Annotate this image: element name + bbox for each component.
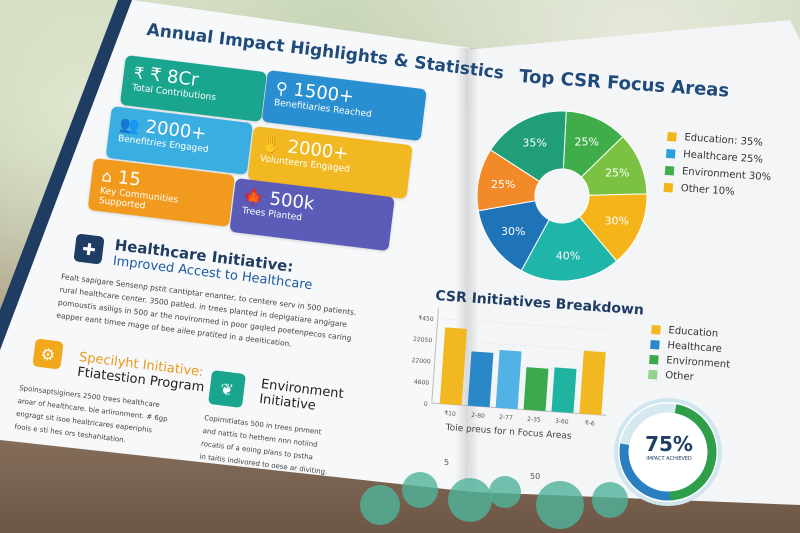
tree-illustration — [489, 476, 521, 508]
legend-swatch — [665, 148, 676, 159]
x-tick-label: 2-35 — [527, 416, 541, 424]
tree-illustration — [402, 472, 438, 508]
pie-slice-label: 30% — [501, 225, 525, 238]
footer-number: 50 — [530, 472, 541, 481]
legend-swatch — [651, 324, 661, 335]
pie-slice — [520, 215, 618, 282]
pie-slice-label: 30% — [604, 215, 628, 228]
legend-swatch — [649, 354, 659, 365]
page-fold — [455, 48, 479, 493]
legend-label: Other 10% — [680, 183, 735, 198]
x-tick-label: ₹-6 — [585, 420, 595, 428]
legend-swatch — [648, 369, 658, 380]
bar — [467, 351, 494, 408]
gauge-label: IMPACT ACHIEVED — [646, 456, 692, 462]
legend-swatch — [663, 182, 674, 193]
pie-slice-label: 25% — [605, 167, 629, 180]
pie-slice — [489, 110, 567, 183]
pie-slice-label: 40% — [556, 250, 580, 263]
tree-illustration — [536, 481, 584, 529]
x-tick-label: 2-80 — [471, 412, 485, 420]
gridline — [437, 317, 613, 332]
x-tick-label: ₹10 — [444, 410, 456, 418]
pie-slice-label: 35% — [522, 137, 546, 150]
bar — [495, 349, 522, 410]
bar — [523, 367, 549, 412]
legend-label: Other — [664, 370, 695, 384]
tree-illustration — [592, 482, 628, 518]
pie-slice-label: 25% — [491, 178, 515, 191]
gauge-value: 75% — [645, 432, 693, 456]
y-tick-label: 0 — [424, 401, 428, 408]
bar — [579, 350, 606, 415]
footer-number: 5 — [444, 458, 450, 467]
bar — [551, 367, 577, 414]
y-tick-label: 4600 — [414, 379, 430, 387]
gauge-ring — [614, 398, 722, 506]
y-axis — [431, 308, 439, 404]
pie-slice-label: 25% — [574, 135, 598, 148]
y-tick-label: 22000 — [411, 357, 431, 365]
pie-legend: Education: 35% Healthcare 25% Environmen… — [663, 128, 774, 203]
tree-illustration — [448, 478, 492, 522]
legend-label: Education — [668, 325, 719, 340]
gauge-fill-secondary — [619, 403, 717, 501]
legend-swatch — [664, 165, 675, 176]
gauge-text: 75% IMPACT ACHIEVED — [640, 432, 698, 462]
bar-chart: 0 4600 22000 22050 ₹450 ₹10 2-80 2-77 2-35 3-60 ₹-… — [411, 308, 613, 428]
bar — [439, 327, 468, 406]
x-tick-label: 2-77 — [499, 414, 513, 422]
tree-illustration — [360, 485, 400, 525]
legend-swatch — [650, 339, 660, 350]
y-tick-label: ₹450 — [418, 315, 434, 323]
x-tick-label: 3-60 — [555, 418, 569, 426]
legend-swatch — [667, 131, 677, 142]
bar-legend: Education Healthcare Environment Other — [648, 322, 733, 387]
y-tick-label: 22050 — [413, 336, 433, 344]
